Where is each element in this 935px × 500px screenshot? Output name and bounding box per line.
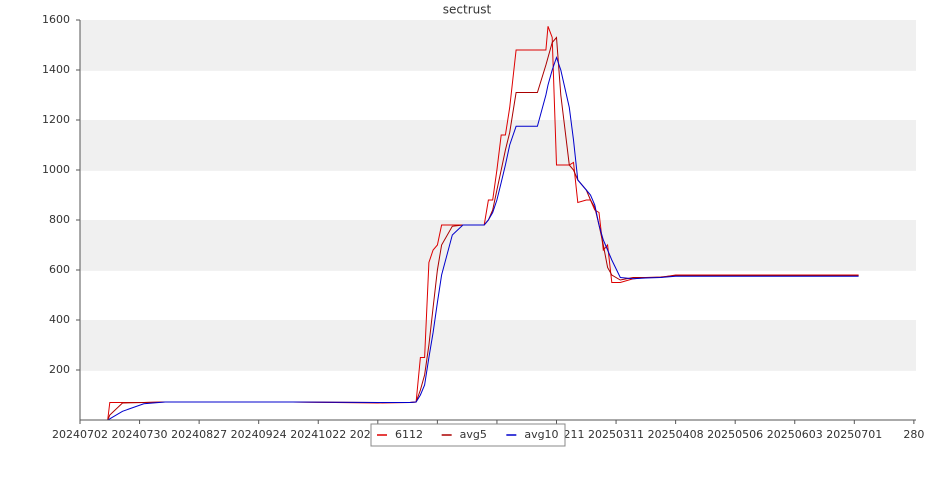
legend-label: 6112 [395, 428, 423, 441]
legend-box [370, 423, 566, 447]
legend-label: avg5 [460, 428, 487, 441]
grid-band [80, 220, 916, 270]
x-tick-label: 20240730 [112, 428, 168, 441]
x-tick-label: 20250311 [588, 428, 644, 441]
x-tick-label: 20250603 [767, 428, 823, 441]
x-tick-label: 20240827 [171, 428, 227, 441]
y-tick-label: 400 [49, 313, 70, 326]
x-tick-label: 280 [903, 428, 924, 441]
x-tick-label: 20250506 [707, 428, 763, 441]
y-tick-label: 1000 [42, 163, 70, 176]
x-tick-label: 20240702 [52, 428, 108, 441]
y-tick-label: 800 [49, 213, 70, 226]
grid-band [80, 20, 916, 70]
x-tick-label: 20241022 [290, 428, 346, 441]
x-tick-label: 20250408 [648, 428, 704, 441]
x-tick-label: 20240924 [231, 428, 287, 441]
y-tick-label: 1200 [42, 113, 70, 126]
chart-title: sectrust [443, 3, 492, 17]
x-tick-label: 20250701 [826, 428, 882, 441]
legend-label: avg10 [524, 428, 558, 441]
y-tick-label: 1600 [42, 13, 70, 26]
y-tick-label: 1400 [42, 63, 70, 76]
series-line [107, 55, 859, 421]
grid-band [80, 320, 916, 370]
y-tick-label: 600 [49, 263, 70, 276]
y-tick-label: 200 [49, 363, 70, 376]
